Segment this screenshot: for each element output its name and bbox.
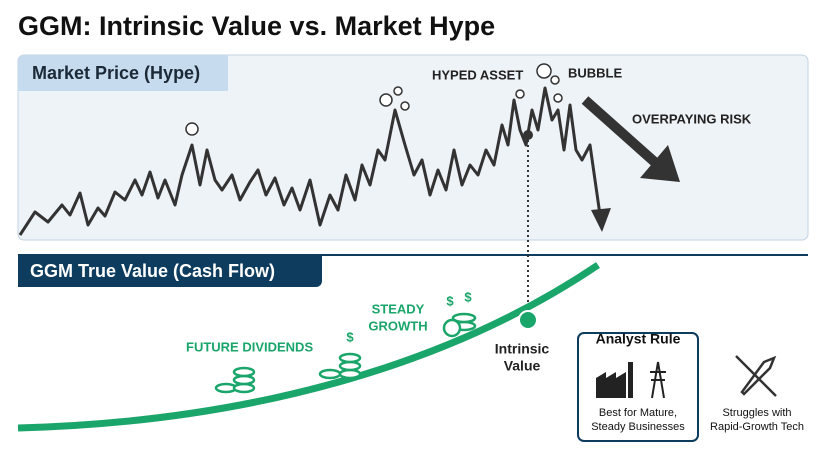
value-curve <box>17 262 600 432</box>
intrinsic-1: Intrinsic <box>495 341 550 357</box>
intrinsic-2: Value <box>504 358 541 374</box>
intrinsic-point <box>518 310 538 330</box>
best-2: Steady Businesses <box>591 421 685 433</box>
risk-arrow <box>581 96 662 169</box>
svg-text:$: $ <box>346 329 354 344</box>
drop-arrowhead <box>591 208 611 232</box>
overpaying-risk: OVERPAYING RISK <box>632 111 752 126</box>
value-tab <box>18 255 322 287</box>
bubbles <box>185 63 563 136</box>
struggles-2: Rapid-Growth Tech <box>710 421 804 433</box>
hyped-asset: HYPED ASSET <box>432 67 523 82</box>
best-1: Best for Mature, <box>599 407 677 419</box>
market-label: Market Price (Hype) <box>32 63 200 83</box>
svg-text:$: $ <box>464 289 472 304</box>
risk-arrowhead <box>640 145 680 182</box>
market-tab <box>18 55 228 91</box>
steady-2: GROWTH <box>368 318 427 333</box>
coins: $ $ $ <box>214 289 477 394</box>
price-line <box>18 86 602 236</box>
title: GGM: Intrinsic Value vs. Market Hype <box>18 11 495 41</box>
analyst-title: Analyst Rule <box>596 331 681 347</box>
factory-icon <box>596 361 666 399</box>
price-point <box>523 130 533 140</box>
steady-1: STEADY <box>372 301 425 316</box>
analyst-box <box>577 332 699 442</box>
future-dividends: FUTURE DIVIDENDS <box>186 339 313 354</box>
svg-text:$: $ <box>446 293 454 308</box>
struggles-1: Struggles with <box>722 407 791 419</box>
value-label: GGM True Value (Cash Flow) <box>30 261 275 281</box>
bubble-label: BUBBLE <box>568 65 622 80</box>
market-panel <box>17 54 809 241</box>
rocket-icon <box>735 355 777 397</box>
